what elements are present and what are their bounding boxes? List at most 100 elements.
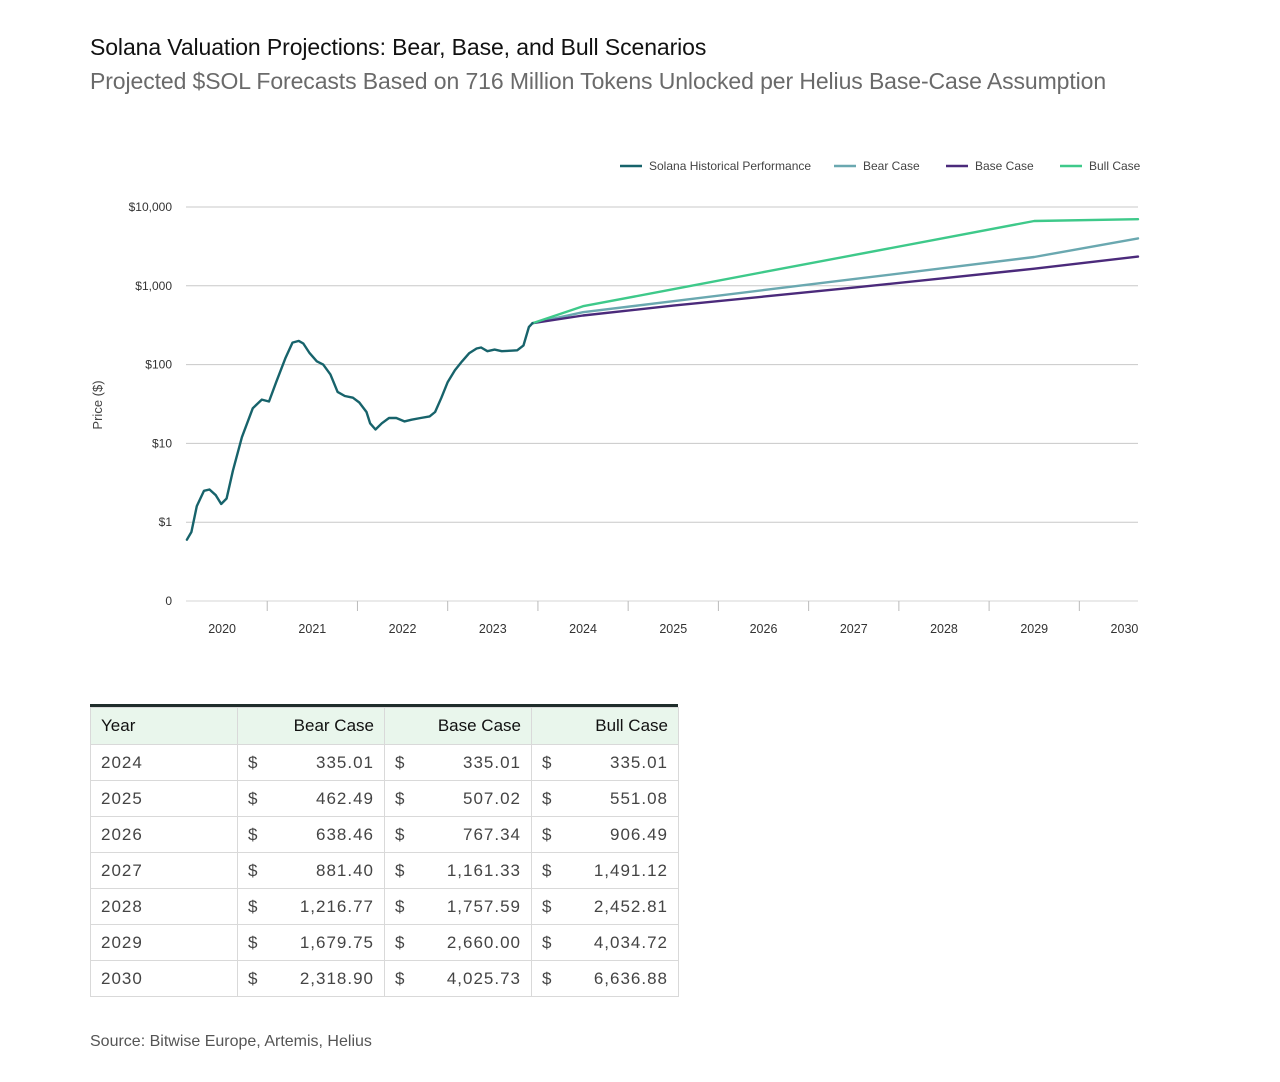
- x-tick-label: 2029: [1020, 622, 1048, 636]
- value: 4,034.72: [593, 932, 668, 952]
- y-axis-label: Price ($): [90, 380, 105, 429]
- x-tick-label: 2027: [840, 622, 868, 636]
- row-year: 2030: [90, 960, 238, 997]
- series-line-solana-historical-performance: [185, 322, 534, 541]
- value: 335.01: [610, 752, 668, 772]
- row-base-value: $335.01: [384, 744, 532, 781]
- series-line-bear-case: [531, 237, 1140, 325]
- value: 1,491.12: [593, 860, 668, 880]
- value: 2,660.00: [446, 932, 521, 952]
- row-base-value: $1,757.59: [384, 888, 532, 925]
- value: 335.01: [463, 752, 521, 772]
- row-bull-value: $335.01: [531, 744, 679, 781]
- row-year: 2025: [90, 780, 238, 817]
- row-bear-value: $638.46: [237, 816, 385, 853]
- row-base-value: $767.34: [384, 816, 532, 853]
- row-year: 2024: [90, 744, 238, 781]
- row-bear-value: $2,318.90: [237, 960, 385, 997]
- currency-symbol: $: [248, 788, 259, 808]
- chart-subtitle: Projected $SOL Forecasts Based on 716 Mi…: [90, 68, 1107, 94]
- x-tick-label: 2020: [208, 622, 236, 636]
- table-row: 2027 $881.40 $1,161.33 $1,491.12: [90, 852, 679, 889]
- currency-symbol: $: [542, 788, 553, 808]
- row-bear-value: $881.40: [237, 852, 385, 889]
- price-chart: 0 $1 $10 $100 $1,000 $10,000 2020 2021 2022 2023 2…: [90, 159, 1141, 636]
- source-note: Source: Bitwise Europe, Artemis, Helius: [90, 1033, 372, 1050]
- y-tick-label: $1,000: [135, 279, 172, 293]
- x-tick-label: 2030: [1111, 622, 1139, 636]
- row-base-value: $4,025.73: [384, 960, 532, 997]
- chart-title: Solana Valuation Projections: Bear, Base…: [90, 34, 707, 60]
- x-tick-label: 2025: [659, 622, 687, 636]
- row-bear-value: $335.01: [237, 744, 385, 781]
- row-bull-value: $6,636.88: [531, 960, 679, 997]
- x-tick-label: 2026: [750, 622, 778, 636]
- table-row: 2026 $638.46 $767.34 $906.49: [90, 816, 679, 853]
- grid-lines: [186, 206, 1138, 523]
- currency-symbol: $: [248, 932, 259, 952]
- value: 462.49: [316, 788, 374, 808]
- currency-symbol: $: [542, 752, 553, 772]
- currency-symbol: $: [542, 932, 553, 952]
- table-row: 2030 $2,318.90 $4,025.73 $6,636.88: [90, 960, 679, 997]
- row-bear-value: $1,679.75: [237, 924, 385, 961]
- value: 6,636.88: [593, 968, 668, 988]
- legend-item: Bear Case: [834, 159, 920, 173]
- legend-label: Bear Case: [863, 159, 920, 173]
- currency-symbol: $: [248, 968, 259, 988]
- legend-item: Base Case: [946, 159, 1034, 173]
- header-base-case: Base Case: [384, 707, 532, 745]
- projection-table: Year Bear Case Base Case Bull Case 2024 $…: [90, 704, 679, 997]
- row-year: 2026: [90, 816, 238, 853]
- row-bull-value: $2,452.81: [531, 888, 679, 925]
- x-tick-label: 2023: [479, 622, 507, 636]
- row-base-value: $2,660.00: [384, 924, 532, 961]
- legend-label: Solana Historical Performance: [649, 159, 811, 173]
- row-year: 2027: [90, 852, 238, 889]
- y-tick-label: 0: [165, 594, 172, 608]
- x-tick-label: 2024: [569, 622, 597, 636]
- currency-symbol: $: [542, 896, 553, 916]
- y-tick-label: $1: [159, 515, 173, 529]
- value: 638.46: [316, 824, 374, 844]
- currency-symbol: $: [395, 788, 406, 808]
- table-row: 2028 $1,216.77 $1,757.59 $2,452.81: [90, 888, 679, 925]
- legend-label: Bull Case: [1089, 159, 1141, 173]
- row-year: 2029: [90, 924, 238, 961]
- currency-symbol: $: [395, 752, 406, 772]
- value: 2,318.90: [299, 968, 374, 988]
- y-tick-label: $10,000: [129, 200, 173, 214]
- legend-label: Base Case: [975, 159, 1034, 173]
- value: 1,216.77: [299, 896, 374, 916]
- currency-symbol: $: [395, 824, 406, 844]
- value: 4,025.73: [446, 968, 521, 988]
- currency-symbol: $: [248, 860, 259, 880]
- row-bear-value: $462.49: [237, 780, 385, 817]
- row-base-value: $507.02: [384, 780, 532, 817]
- table-row: 2025 $462.49 $507.02 $551.08: [90, 780, 679, 817]
- table-row: 2029 $1,679.75 $2,660.00 $4,034.72: [90, 924, 679, 961]
- legend: Solana Historical Performance Bear Case Ba…: [620, 159, 1141, 173]
- value: 881.40: [316, 860, 374, 880]
- value: 1,679.75: [299, 932, 374, 952]
- table-header-row: Year Bear Case Base Case Bull Case: [90, 707, 679, 745]
- axes: 0 $1 $10 $100 $1,000 $10,000 2020 2021 2022 2023 2…: [129, 200, 1139, 636]
- value: 767.34: [463, 824, 521, 844]
- legend-item: Bull Case: [1060, 159, 1141, 173]
- row-year: 2028: [90, 888, 238, 925]
- row-bear-value: $1,216.77: [237, 888, 385, 925]
- y-tick-label: $100: [145, 358, 172, 372]
- currency-symbol: $: [542, 860, 553, 880]
- value: 551.08: [610, 788, 668, 808]
- header-bear-case: Bear Case: [237, 707, 385, 745]
- currency-symbol: $: [248, 896, 259, 916]
- row-bull-value: $4,034.72: [531, 924, 679, 961]
- currency-symbol: $: [395, 968, 406, 988]
- row-bull-value: $1,491.12: [531, 852, 679, 889]
- row-bull-value: $906.49: [531, 816, 679, 853]
- series-line-base-case: [531, 255, 1140, 325]
- x-tick-label: 2022: [389, 622, 417, 636]
- row-base-value: $1,161.33: [384, 852, 532, 889]
- value: 335.01: [316, 752, 374, 772]
